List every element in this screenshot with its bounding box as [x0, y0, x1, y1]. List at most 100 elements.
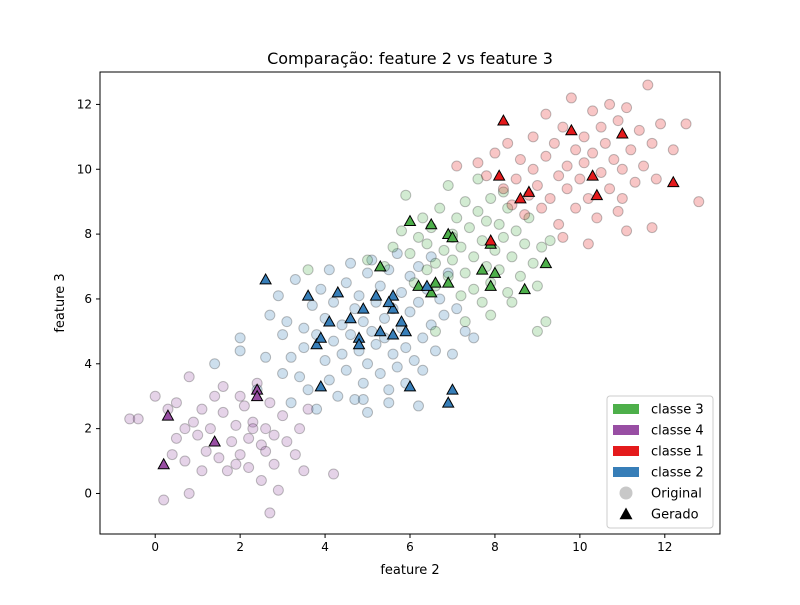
original-point — [349, 393, 361, 405]
y-tick-label: 6 — [84, 292, 92, 306]
original-point — [264, 309, 276, 321]
original-point — [506, 296, 518, 308]
generated-point — [492, 169, 506, 181]
original-point — [646, 137, 658, 149]
original-point — [531, 280, 543, 292]
original-point — [642, 79, 654, 91]
original-point — [234, 345, 246, 357]
original-point — [298, 465, 310, 477]
original-point — [294, 423, 306, 435]
original-point — [451, 303, 463, 315]
original-point — [502, 202, 514, 214]
original-point — [374, 280, 386, 292]
generated-point — [475, 263, 489, 275]
original-point — [434, 202, 446, 214]
original-point — [268, 429, 280, 441]
original-point — [434, 293, 446, 305]
legend-label-gerado: Gerado — [651, 508, 699, 523]
original-point — [400, 342, 412, 354]
original-point — [621, 102, 633, 114]
x-axis-label: feature 2 — [380, 563, 439, 578]
original-point — [459, 316, 471, 328]
original-point — [404, 306, 416, 318]
original-point — [323, 374, 335, 386]
original-point — [345, 257, 357, 269]
original-point — [587, 147, 599, 159]
original-point — [149, 390, 161, 402]
generated-point — [403, 379, 417, 392]
original-point — [625, 144, 637, 156]
generated-point — [441, 396, 455, 408]
original-point — [463, 222, 475, 234]
original-point — [179, 455, 191, 467]
x-tick-label: 0 — [151, 540, 159, 554]
original-point — [531, 179, 543, 191]
generated-point — [356, 302, 370, 314]
original-point — [362, 358, 374, 370]
legend-swatch-classe-4 — [613, 425, 639, 435]
original-point — [277, 329, 289, 341]
original-point — [362, 406, 374, 418]
original-point — [561, 160, 573, 172]
original-point — [667, 144, 679, 156]
original-point — [196, 403, 208, 415]
original-point — [391, 248, 403, 260]
original-point — [446, 348, 458, 360]
original-point — [527, 131, 539, 143]
original-point — [472, 157, 484, 169]
original-point — [209, 358, 221, 370]
generated-point — [420, 279, 434, 291]
original-point — [497, 183, 509, 195]
original-point — [417, 332, 429, 344]
original-point — [599, 137, 611, 149]
y-axis-label: feature 3 — [53, 273, 68, 332]
original-point — [655, 118, 667, 130]
original-point — [531, 325, 543, 337]
original-point — [425, 251, 437, 263]
original-point — [319, 355, 331, 367]
original-point — [255, 475, 267, 487]
legend-marker-original — [619, 486, 633, 500]
original-point — [285, 351, 297, 363]
generated-point — [484, 234, 498, 246]
original-point — [255, 439, 267, 451]
generated-point — [403, 214, 417, 227]
original-point — [260, 351, 272, 363]
generated-point — [373, 324, 387, 337]
original-point — [680, 118, 692, 130]
original-point — [404, 248, 416, 260]
y-tick-label: 0 — [84, 486, 92, 500]
original-point — [565, 92, 577, 104]
series-classe-1-triangle — [484, 114, 680, 246]
original-point — [340, 277, 352, 289]
original-point — [200, 445, 212, 457]
generated-point — [586, 169, 599, 181]
generated-point — [352, 337, 366, 350]
original-point — [612, 205, 624, 217]
original-point — [455, 241, 467, 253]
original-point — [438, 244, 450, 256]
original-point — [315, 283, 327, 295]
original-point — [221, 465, 233, 477]
generated-point — [424, 217, 438, 230]
legend-label-classe-1: classe 1 — [651, 445, 704, 460]
original-point — [548, 137, 560, 149]
generated-point — [382, 295, 396, 308]
x-tick-label: 6 — [406, 540, 414, 554]
original-point — [417, 364, 429, 376]
generated-point — [590, 188, 604, 201]
legend-label-classe-3: classe 3 — [651, 403, 704, 418]
x-tick-label: 12 — [657, 540, 672, 554]
original-point — [281, 436, 293, 448]
original-point — [268, 458, 280, 470]
original-point — [132, 413, 144, 425]
original-point — [536, 202, 548, 214]
original-point — [497, 231, 509, 243]
original-point — [468, 332, 480, 344]
legend-label-classe-2: classe 2 — [651, 466, 704, 481]
generated-point — [522, 185, 536, 197]
original-point — [476, 296, 488, 308]
original-point — [604, 98, 616, 110]
plot-area — [124, 79, 705, 519]
